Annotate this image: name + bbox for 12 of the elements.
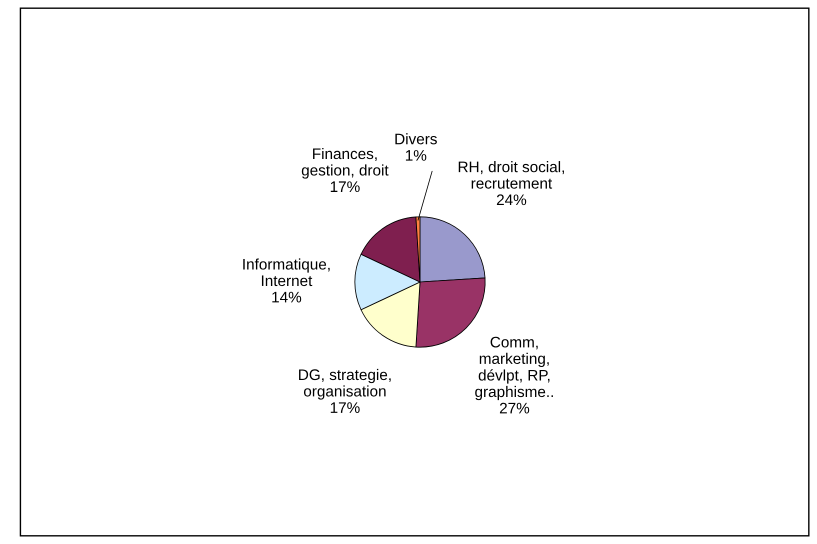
data-label: 14% xyxy=(272,292,302,302)
data-label: 24% xyxy=(496,194,526,206)
data-label: 27% xyxy=(500,402,530,414)
data-label: 17% xyxy=(330,402,360,413)
slice-label: Informatique, Internet xyxy=(243,258,330,286)
data-label: 17% xyxy=(330,181,360,192)
slice-label: Comm, marketing, dévlpt, RP, graphisme.. xyxy=(475,336,553,400)
slice-label: Divers xyxy=(395,133,437,144)
slice-label: DG, strategie, organisation xyxy=(299,368,391,400)
data-label: 1% xyxy=(406,150,426,161)
slice-label: Finances, gestion, droit xyxy=(302,148,389,179)
slice-label: RH, droit social, recrutement xyxy=(458,161,564,189)
